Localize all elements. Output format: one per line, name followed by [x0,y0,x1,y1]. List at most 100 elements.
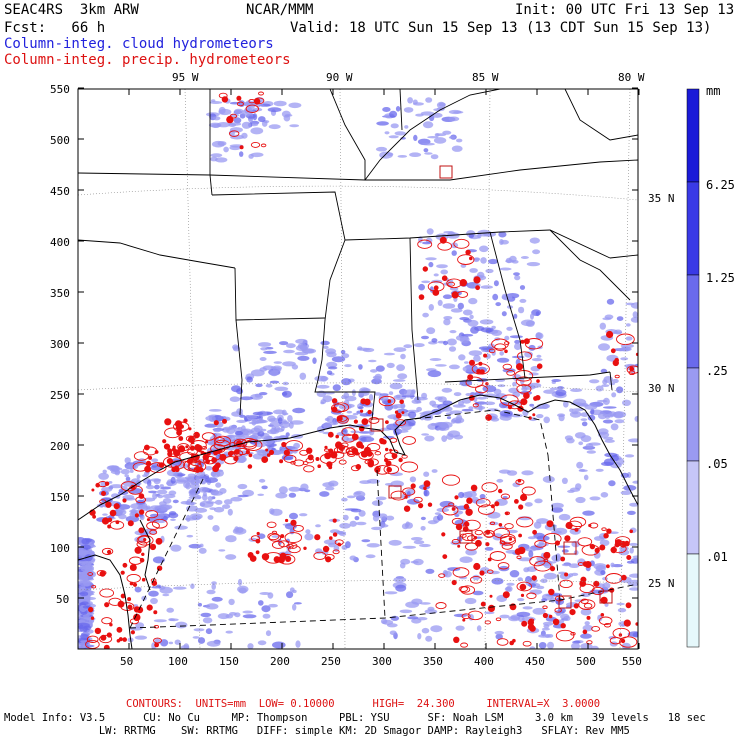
cloud-cell [602,419,614,424]
cloud-cell [428,261,434,268]
cloud-cell [159,501,167,506]
cloud-cell [449,410,463,415]
cloud-cell [156,504,171,511]
cloud-cell [462,365,477,373]
precip-contour [236,101,244,107]
model-info-line2: LW: RRTMG SW: RRTMG DIFF: simple KM: 2D … [4,725,630,737]
precip-cell [283,449,290,456]
cloud-cell [551,530,562,534]
cloud-cell [207,496,213,502]
cloud-cell [305,529,311,534]
precip-cell [116,626,123,633]
cloud-cell [368,394,374,401]
cloud-cell [82,605,91,609]
precip-cell [619,540,627,548]
cloud-cell [514,339,520,344]
cloud-cell [227,508,233,516]
precip-cell [247,464,253,469]
precip-cell [317,464,322,469]
cloud-cell [543,572,558,580]
cloud-cell [83,544,91,550]
cloud-cell [496,357,510,363]
precip-contour [284,532,303,544]
precip-cell [355,451,359,456]
precip-cell [138,527,145,534]
cloud-cell [349,555,357,561]
precip-cell [167,451,173,457]
cloud-cell [356,424,370,428]
cloud-cell [265,630,272,637]
cloud-cell [188,493,199,498]
cloud-cell [520,256,529,259]
precip-cell [453,636,460,643]
cloud-cell [210,489,220,496]
cloud-cell [629,542,638,546]
precip-cell [612,359,619,367]
cloud-cell [555,389,567,397]
cloud-cell [453,613,468,618]
cloud-cell [218,106,226,115]
cloud-cell [168,511,177,516]
cloud-cell [241,132,248,139]
cloud-cell [459,336,470,344]
x-tick-150: 150 [219,655,239,668]
precip-cell [247,552,254,558]
precip-cell [315,457,320,461]
cloud-cell [542,475,555,483]
cloud-cell [461,408,474,412]
cloud-cell [151,458,159,463]
precip-cell [130,630,135,635]
precip-cell [520,593,525,598]
precip-contour [136,540,148,548]
cloud-cell [204,423,218,428]
precip-cell [457,544,461,548]
precip-cell [635,622,638,626]
precip-cell [127,520,134,527]
colorbar [686,88,700,648]
cloud-cell [543,416,550,424]
precip-contour [533,560,552,572]
cloud-cell [476,396,487,400]
precip-contour [358,450,374,461]
cloud-cell [327,366,338,370]
cloud-cell [571,572,579,577]
cloud-cell [222,504,231,509]
y-tick-100: 100 [50,542,70,555]
precip-cell [548,588,555,596]
precip-cell [134,513,139,518]
precip-cell [212,465,220,473]
precip-cell [281,441,287,448]
cloud-cell [406,498,420,505]
cloud-cell [431,469,438,473]
cloud-cell [404,125,409,129]
cloud-cell [576,461,584,469]
cloud-cell [389,630,397,636]
precip-contour [417,239,433,249]
cloud-cell [100,497,113,503]
precip-contour [413,496,423,503]
precip-cell [465,508,473,516]
precip-cell [322,545,330,553]
cloud-cell [396,364,405,372]
cloud-cell [446,338,457,346]
y-tick-50: 50 [56,593,70,606]
cloud-cell [368,359,377,363]
cloud-cell [234,108,244,114]
precip-cell [519,583,527,591]
precip-contour [601,527,607,531]
precip-cell [255,550,260,555]
cloud-cell [78,642,87,649]
cloud-cell [389,110,398,118]
precip-cell [188,427,192,431]
cloud-cell [465,549,477,556]
cloud-cell [509,335,523,339]
cloud-cell [188,543,202,549]
cloud-cell [603,406,617,409]
precip-contour [378,395,396,407]
precip-cell [133,606,141,613]
cloud-cell [258,600,264,606]
cloud-cell [98,472,109,480]
precip-cell [265,448,269,452]
precip-cell [441,275,448,282]
precip-cell [141,552,145,556]
